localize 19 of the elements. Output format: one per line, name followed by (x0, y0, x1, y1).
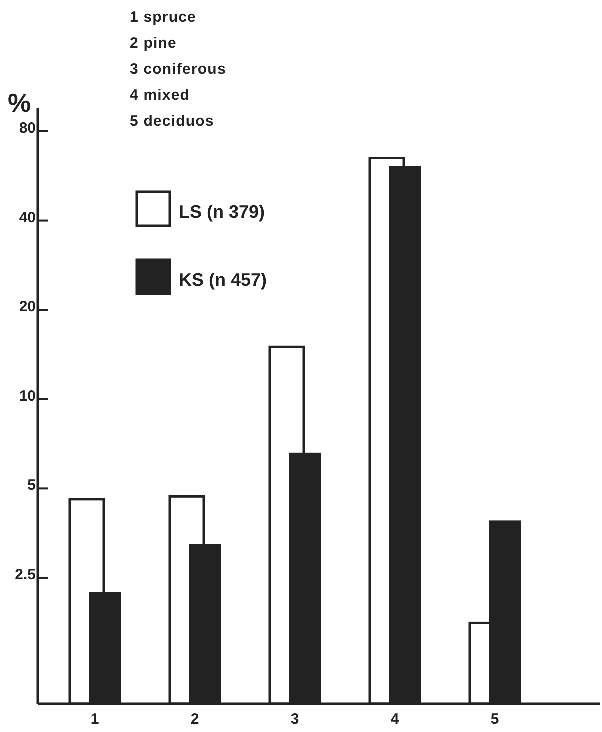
text: 3 coniferous (130, 61, 226, 78)
y-axis-title: % (8, 88, 32, 118)
y-tick-label: 20 (19, 298, 36, 316)
x-tick-label: 5 (490, 711, 500, 728)
legend-label: LS (n 379) (179, 202, 266, 222)
y-tick-label: 80 (19, 120, 36, 137)
x-tick-label: 2 (190, 711, 200, 728)
text: 1 spruce (130, 9, 196, 26)
y-tick-label: 2.5 (15, 566, 36, 584)
y-tick-label: 5 (28, 477, 36, 494)
y-tick-label: 10 (19, 388, 36, 405)
x-tick-label: 3 (290, 711, 300, 728)
y-tick-label: 40 (19, 209, 36, 226)
x-tick-label: 4 (390, 711, 400, 728)
annotation: 5 deciduos (130, 113, 214, 130)
x-tick-label: 1 (90, 711, 100, 728)
legend-label: KS (n 457) (179, 270, 268, 290)
text: 2 pine (130, 35, 177, 52)
text: 4 mixed (130, 87, 190, 104)
